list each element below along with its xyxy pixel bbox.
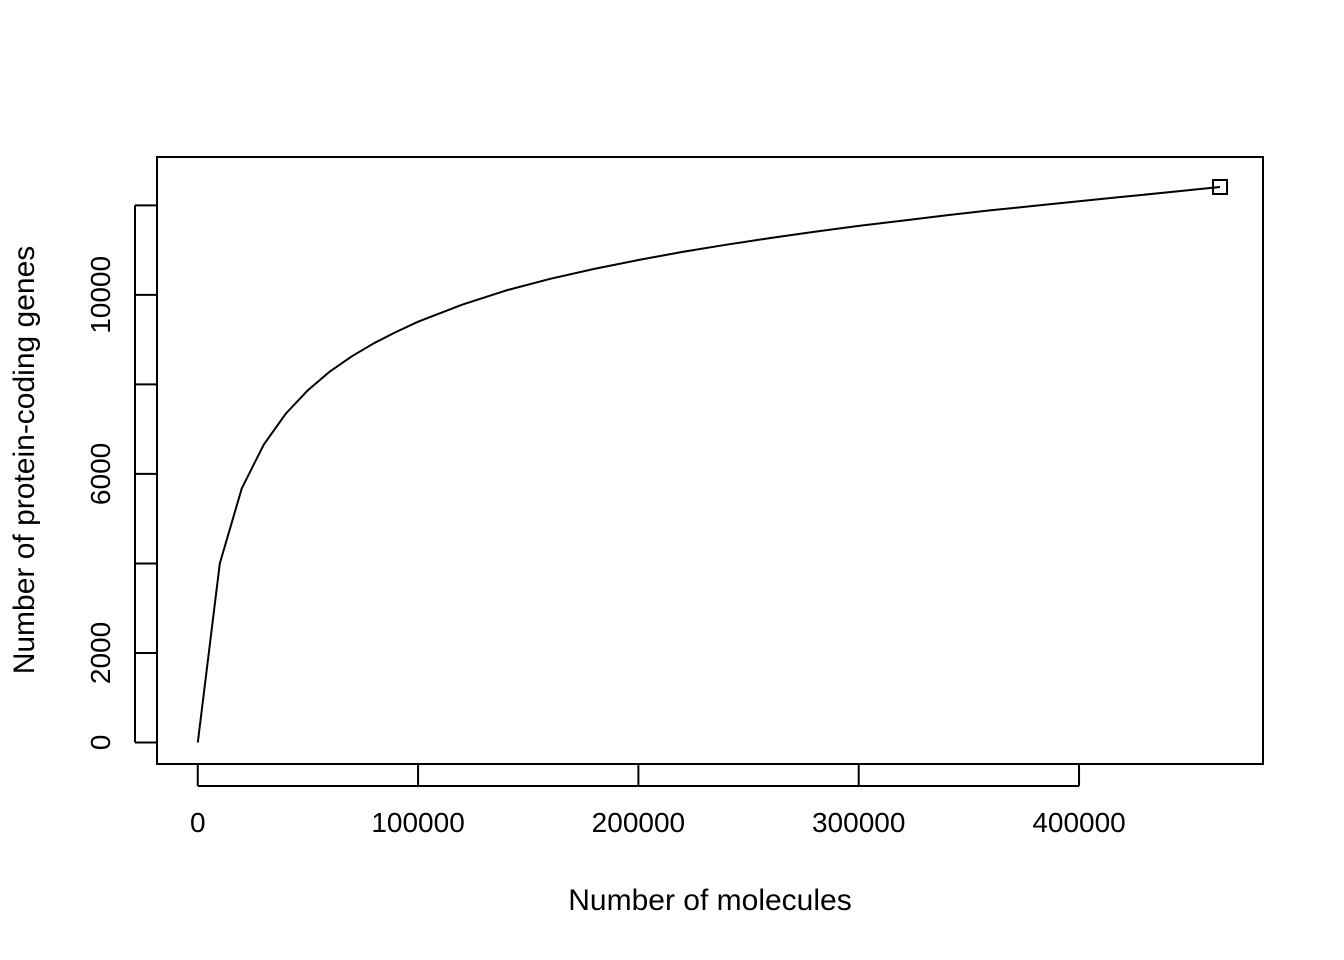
x-tick-label: 0 bbox=[190, 807, 206, 838]
y-axis: 0 2000 6000 10000 bbox=[85, 204, 157, 751]
series-layer bbox=[196, 178, 1229, 743]
x-tick-label: 400000 bbox=[1032, 807, 1125, 838]
x-tick-label: 200000 bbox=[592, 807, 685, 838]
plot-frame bbox=[156, 156, 1264, 765]
end-point-marker bbox=[1212, 178, 1229, 195]
y-tick-label: 10000 bbox=[85, 256, 116, 334]
x-tick-label: 100000 bbox=[371, 807, 464, 838]
x-axis-label: Number of molecules bbox=[568, 884, 851, 917]
y-tick-label: 6000 bbox=[85, 443, 116, 505]
y-tick-label: 0 bbox=[85, 735, 116, 751]
y-tick-label: 2000 bbox=[85, 622, 116, 684]
series-line bbox=[196, 186, 1221, 743]
x-axis: 0 100000 200000 300000 400000 bbox=[190, 764, 1126, 838]
x-tick-label: 300000 bbox=[812, 807, 905, 838]
y-axis-label: Number of protein-coding genes bbox=[8, 246, 41, 675]
